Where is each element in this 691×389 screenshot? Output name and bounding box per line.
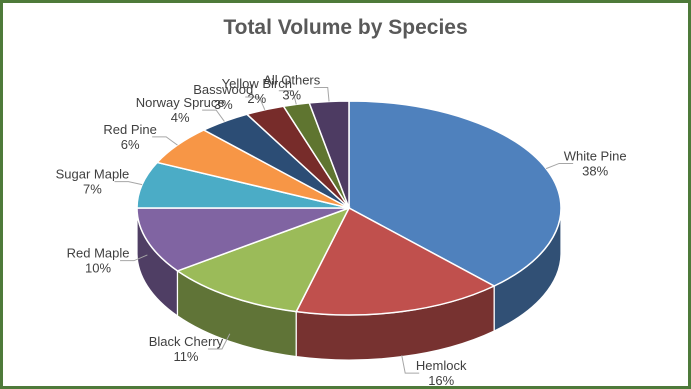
- slice-hemlock: [295, 206, 496, 316]
- slice-label-yellow-birch: Yellow Birch: [222, 76, 292, 91]
- slice-label-norway-spruce: Norway Spruce: [136, 95, 225, 110]
- slice-label-basswood: Basswood: [193, 82, 253, 97]
- slice-label-red-pine: Red Pine: [103, 122, 156, 137]
- slice-percent-all-others: 3%: [282, 88, 301, 103]
- slice-percent-black-cherry: 11%: [173, 349, 198, 364]
- slice-percent-red-maple: 10%: [85, 261, 111, 276]
- leader-line-yellow-birch: [278, 90, 297, 105]
- slice-percent-white-pine: 38%: [582, 163, 608, 178]
- slice-label-white-pine: White Pine: [564, 148, 627, 163]
- slice-percent-hemlock: 16%: [428, 373, 454, 388]
- leader-line-black-cherry: [207, 333, 231, 350]
- leader-line-red-pine: [152, 136, 178, 146]
- slice-percent-yellow-birch: 2%: [247, 91, 266, 106]
- slice-label-black-cherry: Black Cherry: [149, 334, 224, 349]
- leader-line-norway-spruce: [202, 109, 225, 122]
- slice-percent-red-pine: 6%: [121, 137, 140, 152]
- chart-title: Total Volume by Species: [223, 16, 468, 39]
- slice-percent-norway-spruce: 4%: [171, 110, 190, 125]
- slice-percent-basswood: 3%: [214, 97, 233, 112]
- slice-label-red-maple: Red Maple: [67, 246, 130, 261]
- slice-label-sugar-maple: Sugar Maple: [56, 167, 130, 182]
- slice-black-cherry: [175, 206, 351, 313]
- slice-label-all-others: All Others: [263, 73, 321, 88]
- leader-line-sugar-maple: [114, 181, 143, 186]
- leader-line-red-maple: [120, 254, 148, 262]
- leader-line-hemlock: [401, 355, 420, 374]
- slice-percent-sugar-maple: 7%: [83, 182, 102, 197]
- leader-line-all-others: [313, 87, 330, 102]
- slice-label-hemlock: Hemlock: [416, 358, 467, 373]
- leader-line-white-pine: [545, 162, 574, 170]
- leader-line-basswood: [245, 96, 266, 110]
- slice-red-maple: [136, 207, 350, 272]
